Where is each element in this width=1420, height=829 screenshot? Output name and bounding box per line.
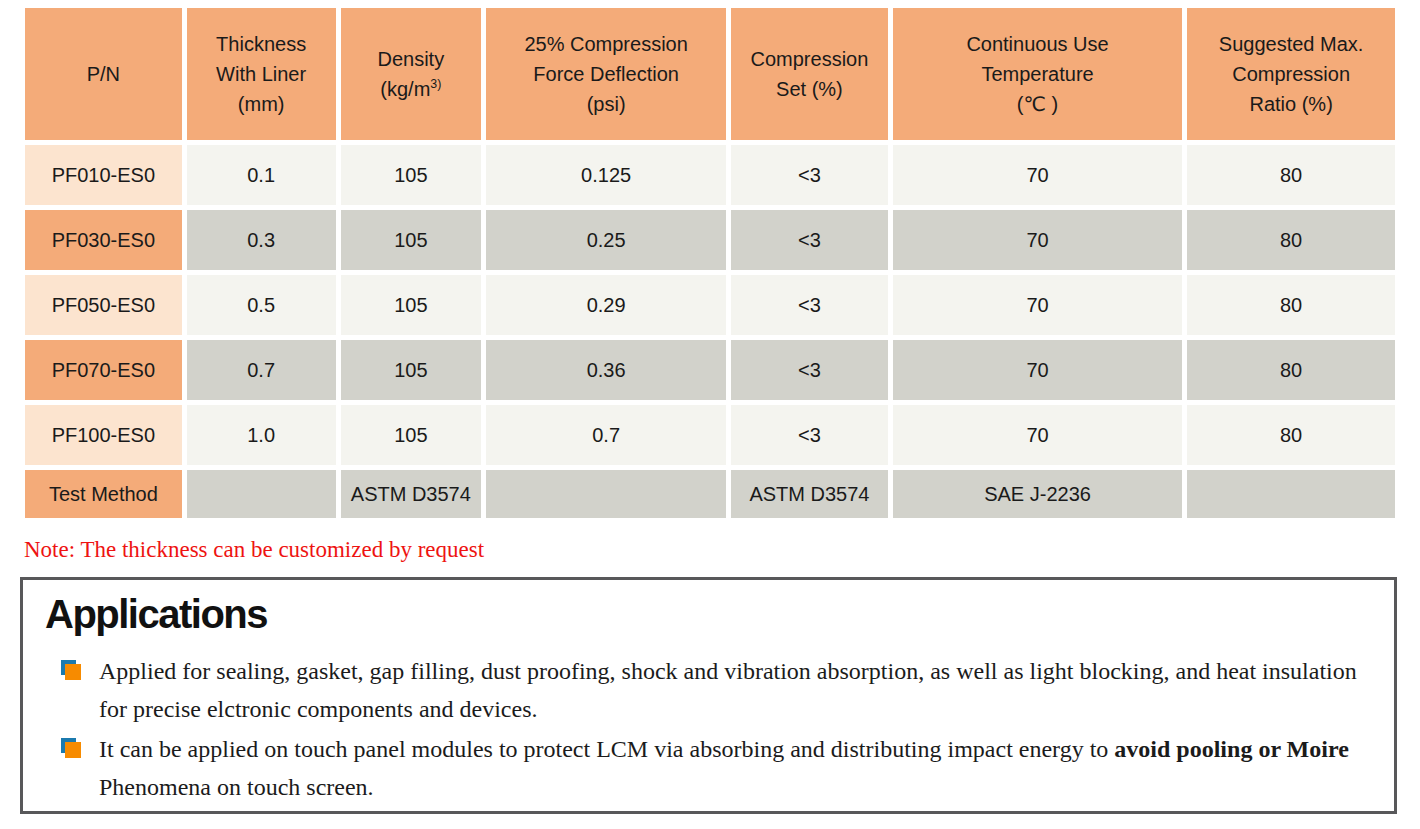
table-cell: 70 (893, 145, 1182, 205)
spec-table: P/NThicknessWith Liner(mm)Density(kg/m3)… (20, 3, 1400, 523)
column-header-set: CompressionSet (%) (731, 8, 888, 140)
bullet-square-icon (61, 738, 83, 760)
bullet-square-icon (61, 660, 83, 682)
table-cell: 70 (893, 405, 1182, 465)
table-cell: 80 (1187, 340, 1395, 400)
table-cell: SAE J-2236 (893, 470, 1182, 518)
table-cell: <3 (731, 210, 888, 270)
table-cell: 0.36 (486, 340, 726, 400)
table-cell: 0.7 (486, 405, 726, 465)
table-cell: 80 (1187, 210, 1395, 270)
table-cell: 105 (341, 275, 482, 335)
list-item: Applied for sealing, gasket, gap filling… (61, 652, 1374, 729)
row-label: PF050-ES0 (25, 275, 182, 335)
table-cell: 80 (1187, 405, 1395, 465)
table-row: Test MethodASTM D3574ASTM D3574SAE J-223… (25, 470, 1395, 518)
applications-section: Applications Applied for sealing, gasket… (20, 577, 1397, 814)
table-cell: 105 (341, 405, 482, 465)
table-cell: ASTM D3574 (341, 470, 482, 518)
row-label: PF070-ES0 (25, 340, 182, 400)
table-cell: 0.25 (486, 210, 726, 270)
column-header-ratio: Suggested Max.CompressionRatio (%) (1187, 8, 1395, 140)
applications-title: Applications (45, 590, 1374, 638)
table-cell: 1.0 (187, 405, 336, 465)
table-cell (187, 470, 336, 518)
table-cell: 70 (893, 340, 1182, 400)
table-cell: 80 (1187, 145, 1395, 205)
column-header-thickness: ThicknessWith Liner(mm) (187, 8, 336, 140)
table-cell: 0.5 (187, 275, 336, 335)
table-cell: 0.1 (187, 145, 336, 205)
row-label: PF010-ES0 (25, 145, 182, 205)
table-cell: 105 (341, 340, 482, 400)
table-row: PF010-ES00.11050.125<37080 (25, 145, 1395, 205)
table-cell: ASTM D3574 (731, 470, 888, 518)
table-cell: 0.3 (187, 210, 336, 270)
table-row: PF050-ES00.51050.29<37080 (25, 275, 1395, 335)
table-cell: 0.29 (486, 275, 726, 335)
table-cell: <3 (731, 405, 888, 465)
table-cell: 105 (341, 210, 482, 270)
table-cell: 70 (893, 210, 1182, 270)
bullet-text: It can be applied on touch panel modules… (99, 730, 1374, 807)
note-text: Note: The thickness can be customized by… (24, 537, 1420, 563)
table-cell: 105 (341, 145, 482, 205)
spec-table-header: P/NThicknessWith Liner(mm)Density(kg/m3)… (25, 8, 1395, 140)
spec-table-container: P/NThicknessWith Liner(mm)Density(kg/m3)… (20, 3, 1405, 523)
table-cell (1187, 470, 1395, 518)
table-row: PF100-ES01.01050.7<37080 (25, 405, 1395, 465)
table-row: PF030-ES00.31050.25<37080 (25, 210, 1395, 270)
table-cell: 0.7 (187, 340, 336, 400)
column-header-density: Density(kg/m3) (341, 8, 482, 140)
column-header-pn: P/N (25, 8, 182, 140)
table-cell (486, 470, 726, 518)
table-cell: <3 (731, 275, 888, 335)
table-row: PF070-ES00.71050.36<37080 (25, 340, 1395, 400)
table-cell: 70 (893, 275, 1182, 335)
applications-list: Applied for sealing, gasket, gap filling… (43, 652, 1374, 807)
row-label: PF100-ES0 (25, 405, 182, 465)
list-item: It can be applied on touch panel modules… (61, 730, 1374, 807)
row-label: Test Method (25, 470, 182, 518)
table-cell: 0.125 (486, 145, 726, 205)
column-header-cfd: 25% CompressionForce Deflection(psi) (486, 8, 726, 140)
column-header-temp: Continuous UseTemperature(℃ ) (893, 8, 1182, 140)
bullet-text: Applied for sealing, gasket, gap filling… (99, 652, 1374, 729)
table-cell: <3 (731, 145, 888, 205)
table-cell: 80 (1187, 275, 1395, 335)
row-label: PF030-ES0 (25, 210, 182, 270)
table-cell: <3 (731, 340, 888, 400)
